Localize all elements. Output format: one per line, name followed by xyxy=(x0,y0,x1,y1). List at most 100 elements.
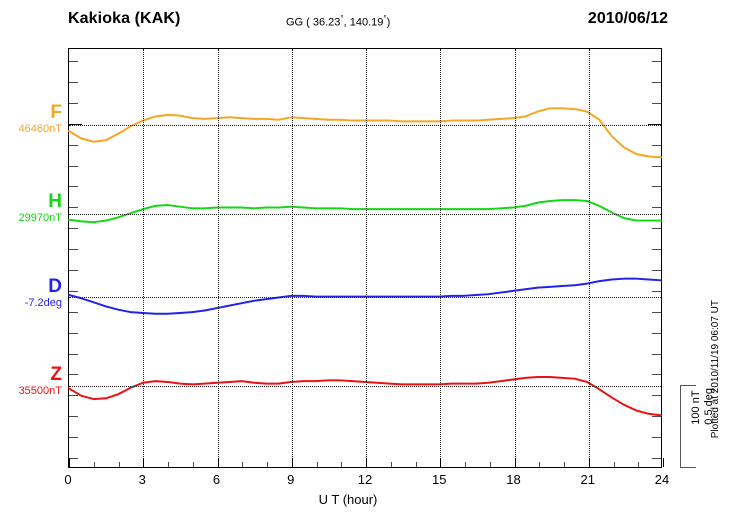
x-axis-tick xyxy=(440,458,442,467)
component-label-Z: Z 35500nT xyxy=(0,365,62,398)
y-axis-tick-right xyxy=(652,228,661,229)
trace-Z xyxy=(68,376,662,417)
x-tick-label: 15 xyxy=(432,472,447,487)
component-symbol-H: H xyxy=(48,191,62,212)
x-tick-label: 6 xyxy=(212,472,221,487)
component-label-F: F 46460nT xyxy=(0,103,62,136)
gridline-vertical xyxy=(143,49,145,467)
x-axis-tick xyxy=(366,458,367,467)
x-axis-tick xyxy=(93,462,95,467)
x-axis-tick xyxy=(168,462,169,467)
gridline-vertical xyxy=(366,49,367,467)
y-axis-tick xyxy=(69,145,78,146)
x-axis-tick xyxy=(465,462,466,467)
scale-bar xyxy=(680,385,696,468)
gridline-vertical xyxy=(514,49,516,467)
gridline-vertical xyxy=(440,49,442,467)
component-value-F: 46460nT xyxy=(18,123,62,135)
y-axis-tick xyxy=(69,291,78,292)
degree-symbol-lon: ° xyxy=(383,14,387,23)
y-axis-tick-right xyxy=(652,291,661,292)
y-axis-tick-right xyxy=(648,124,661,125)
x-axis-tick xyxy=(118,462,120,467)
x-tick-label: 3 xyxy=(138,472,146,487)
x-axis-tick xyxy=(69,458,70,467)
component-value-D: -7.2deg xyxy=(24,297,62,309)
baseline-D xyxy=(69,297,661,298)
y-axis-tick xyxy=(69,186,78,187)
y-axis-tick-right xyxy=(652,186,661,187)
x-axis-tick xyxy=(390,462,392,467)
x-tick-label: 0 xyxy=(64,472,72,487)
x-axis-tick-labels: 0 3 6 9 12 15 18 21 24 xyxy=(0,472,730,490)
x-axis-tick xyxy=(316,462,318,467)
station-title: Kakioka (KAK) xyxy=(68,10,181,27)
y-axis-tick xyxy=(69,374,78,375)
trace-canvas xyxy=(68,107,662,417)
y-axis-tick xyxy=(69,61,78,62)
plot-area xyxy=(68,49,664,467)
date-title: 2010/06/12 xyxy=(587,10,668,27)
y-axis-tick-right xyxy=(652,395,661,396)
baseline-H xyxy=(69,214,661,215)
y-axis-tick-right xyxy=(652,82,661,83)
x-axis-tick xyxy=(638,462,640,467)
component-value-H: 29970nT xyxy=(18,212,62,224)
y-axis-tick-right xyxy=(652,207,661,208)
x-tick-label: 21 xyxy=(580,472,595,487)
baseline-F xyxy=(69,125,661,126)
x-tick-label: 18 xyxy=(506,472,521,487)
trace-F xyxy=(68,107,662,159)
x-axis-tick xyxy=(143,458,145,467)
component-label-H: H 29970nT xyxy=(0,192,62,225)
geo-mid: , 140.19 xyxy=(343,16,384,29)
y-axis-tick-right xyxy=(652,458,661,459)
y-axis-tick-right xyxy=(652,374,661,375)
gridline-vertical xyxy=(588,49,590,467)
component-symbol-F: F xyxy=(50,102,62,123)
x-axis-tick xyxy=(539,462,541,467)
x-axis-tick xyxy=(341,462,343,467)
trace-H xyxy=(68,199,662,224)
y-axis-tick xyxy=(69,228,78,229)
y-axis-tick-right xyxy=(652,354,661,355)
geo-suffix: ) xyxy=(386,16,391,29)
component-symbol-Z: Z xyxy=(50,364,62,385)
x-axis-tick xyxy=(217,458,219,467)
x-axis-tick xyxy=(242,462,244,467)
y-axis-tick xyxy=(69,395,78,396)
x-axis-tick xyxy=(489,462,491,467)
y-axis-tick xyxy=(69,249,78,250)
x-axis-title: U T (hour) xyxy=(318,492,378,507)
y-axis-tick-right xyxy=(652,166,661,167)
x-tick-label: 12 xyxy=(357,472,373,487)
y-axis-tick-right xyxy=(652,61,661,62)
y-axis-tick xyxy=(69,166,78,167)
y-axis-tick-right xyxy=(652,145,661,146)
y-axis-tick xyxy=(69,333,78,334)
y-axis-tick xyxy=(69,103,78,104)
x-axis-title-wrap: U T (hour) xyxy=(0,492,730,507)
y-axis-tick xyxy=(69,354,78,355)
x-tick-label: 24 xyxy=(654,472,670,487)
gridline-vertical xyxy=(291,49,293,467)
trace-D xyxy=(68,277,662,315)
x-axis-tick xyxy=(192,462,194,467)
y-axis-tick-right xyxy=(652,437,661,438)
geographic-coordinates: GG ( 36.23°, 140.19°) xyxy=(286,14,390,29)
x-axis-tick xyxy=(415,462,417,467)
y-axis-tick xyxy=(69,124,82,125)
x-axis-tick xyxy=(613,462,615,467)
y-axis-tick-right xyxy=(652,103,661,104)
y-axis-tick-right xyxy=(652,270,661,271)
x-axis-tick xyxy=(564,462,565,467)
y-axis-tick xyxy=(69,82,78,83)
x-axis-tick xyxy=(514,458,516,467)
geo-prefix: GG ( 36.23 xyxy=(286,16,341,29)
component-label-D: D -7.2deg xyxy=(0,277,62,310)
x-axis-tick xyxy=(291,458,293,467)
x-axis-tick xyxy=(663,458,664,467)
y-axis-tick xyxy=(69,458,78,459)
y-axis-tick xyxy=(69,437,78,438)
y-axis-tick xyxy=(69,270,78,271)
